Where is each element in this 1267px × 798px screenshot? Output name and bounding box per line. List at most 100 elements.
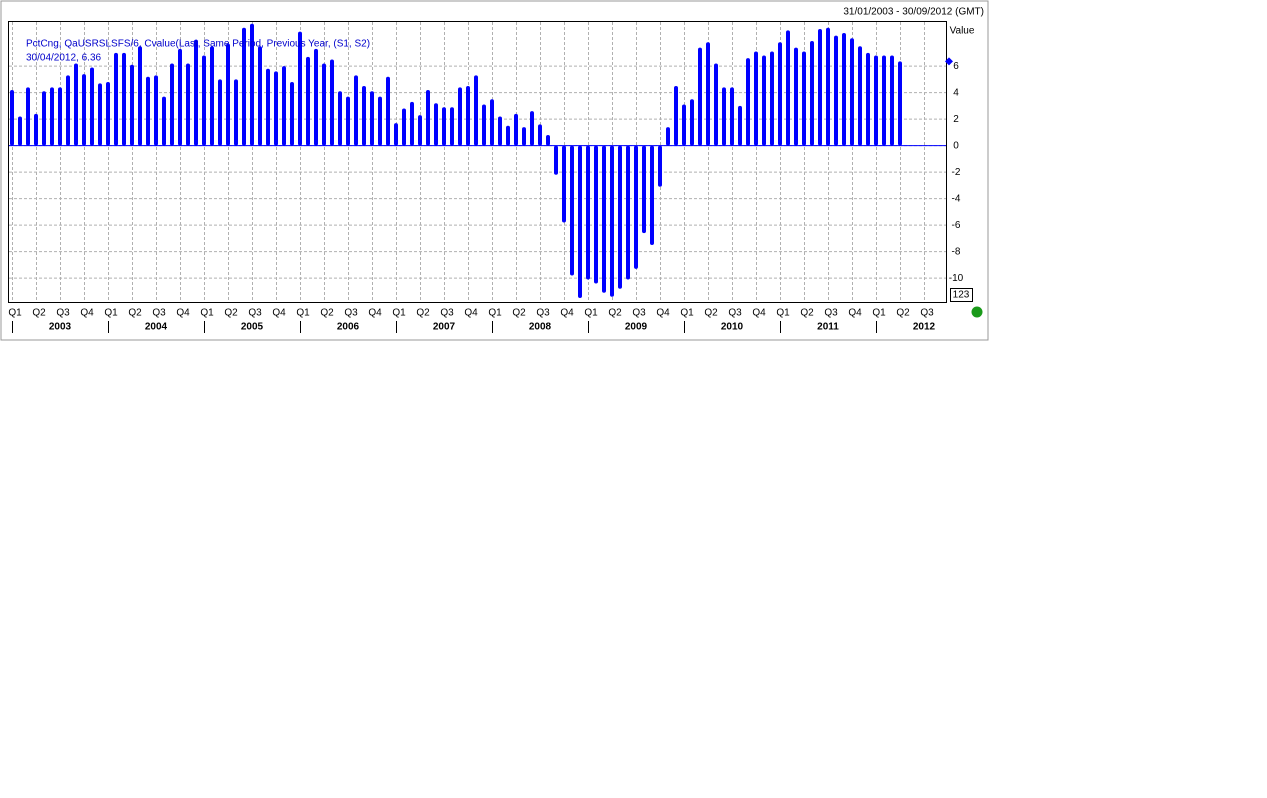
bar xyxy=(162,96,166,146)
bar xyxy=(842,32,846,146)
year-label: 2006 xyxy=(337,322,360,333)
bar xyxy=(522,127,526,146)
x-tick-label: Q2 xyxy=(224,308,238,319)
x-tick-label: Q1 xyxy=(200,308,214,319)
bar xyxy=(202,55,206,146)
bar xyxy=(586,145,590,280)
bar xyxy=(138,46,142,146)
bar xyxy=(370,91,374,146)
x-tick-label: Q1 xyxy=(488,308,502,319)
plot-frame xyxy=(8,21,947,303)
bar xyxy=(146,76,150,146)
bar xyxy=(858,46,862,146)
y-tick-label: -10 xyxy=(949,273,964,284)
x-tick-label: Q3 xyxy=(632,308,646,319)
x-tick-label: Q3 xyxy=(248,308,262,319)
bar xyxy=(82,74,86,146)
bar xyxy=(898,61,902,146)
legend-line: 30/04/2012, 6.36 xyxy=(26,53,102,64)
bar xyxy=(218,79,222,146)
y-tick-label: 0 xyxy=(953,140,959,151)
bar xyxy=(130,64,134,146)
bar xyxy=(18,116,22,146)
bar xyxy=(506,125,510,146)
bar xyxy=(298,31,302,146)
bar xyxy=(482,104,486,146)
bar xyxy=(730,87,734,146)
bar xyxy=(458,87,462,146)
bar xyxy=(26,87,30,146)
legend-line: PctCng, QaUSRSLSFS/6, Cvalue(Last, Same … xyxy=(26,39,370,50)
bar xyxy=(290,82,294,146)
x-tick-label: Q2 xyxy=(416,308,430,319)
x-tick-label: Q4 xyxy=(272,308,286,319)
bar xyxy=(42,91,46,146)
year-label: 2011 xyxy=(817,322,839,333)
bar xyxy=(818,29,822,146)
bar xyxy=(882,55,886,146)
y-tick-label: 2 xyxy=(953,114,959,125)
bar xyxy=(322,63,326,146)
bar xyxy=(562,145,566,223)
bar xyxy=(466,86,470,146)
x-tick-label: Q4 xyxy=(752,308,766,319)
bar xyxy=(546,135,550,146)
y-axis-label: Value xyxy=(950,26,975,37)
bar xyxy=(794,47,798,146)
bar xyxy=(266,68,270,146)
bar xyxy=(330,59,334,146)
bar xyxy=(514,113,518,146)
bar xyxy=(426,89,430,146)
bar xyxy=(338,91,342,146)
x-tick-label: Q3 xyxy=(728,308,742,319)
bar xyxy=(874,55,878,146)
bar xyxy=(442,107,446,146)
bar xyxy=(362,86,366,146)
bar xyxy=(250,23,254,146)
y-tick-label: -2 xyxy=(952,167,961,178)
bar xyxy=(706,42,710,146)
x-tick-label: Q2 xyxy=(896,308,910,319)
bar xyxy=(594,145,598,284)
bar xyxy=(306,56,310,146)
date-range: 31/01/2003 - 30/09/2012 (GMT) xyxy=(843,7,984,18)
bar xyxy=(610,145,614,297)
bar xyxy=(666,127,670,146)
bar xyxy=(194,39,198,146)
bar xyxy=(274,71,278,146)
bar xyxy=(778,42,782,146)
bar xyxy=(602,145,606,293)
bar xyxy=(690,99,694,146)
bar xyxy=(786,30,790,146)
x-tick-label: Q1 xyxy=(392,308,406,319)
bar xyxy=(170,63,174,146)
x-tick-label: Q2 xyxy=(704,308,718,319)
last-value-marker xyxy=(945,57,953,66)
bar xyxy=(722,87,726,146)
bar xyxy=(90,67,94,146)
bar xyxy=(402,108,406,146)
x-tick-label: Q4 xyxy=(464,308,478,319)
bar xyxy=(34,113,38,146)
year-label: 2007 xyxy=(433,322,456,333)
bar xyxy=(714,63,718,146)
bar xyxy=(674,86,678,146)
bar xyxy=(58,87,62,146)
bar xyxy=(98,83,102,146)
bar xyxy=(498,116,502,146)
x-tick-label: Q3 xyxy=(536,308,550,319)
bar xyxy=(538,124,542,146)
bar xyxy=(10,89,14,146)
bar xyxy=(386,76,390,146)
bar xyxy=(410,101,414,146)
bar xyxy=(242,27,246,146)
bar xyxy=(74,63,78,146)
bar xyxy=(850,38,854,146)
year-label: 2005 xyxy=(241,322,264,333)
year-label: 2004 xyxy=(145,322,168,333)
bar xyxy=(354,75,358,146)
bar xyxy=(890,55,894,146)
bar xyxy=(346,96,350,146)
x-tick-label: Q2 xyxy=(800,308,814,319)
